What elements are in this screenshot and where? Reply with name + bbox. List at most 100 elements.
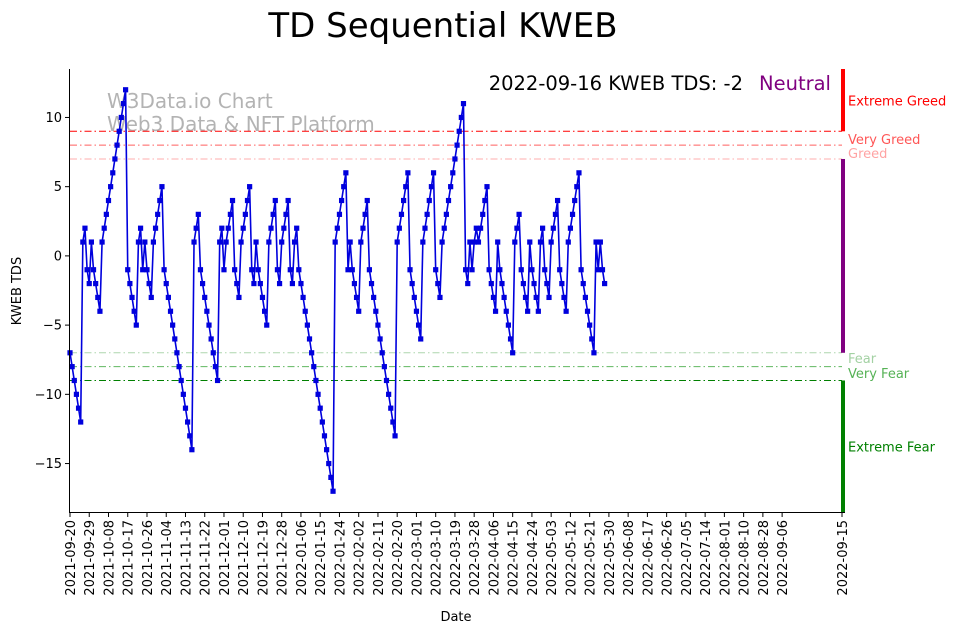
- series-point: [401, 197, 407, 204]
- series-point: [353, 294, 360, 301]
- series-point: [306, 336, 313, 342]
- x-ticks: 2021-09-20 2021-09-29 2021-10-08 2021-10-17…: [64, 513, 851, 596]
- series-point: [471, 239, 477, 245]
- series-point: [463, 267, 469, 273]
- series-point: [120, 101, 127, 107]
- series-point: [563, 308, 569, 314]
- x-tick-label: 2021-10-08: [102, 520, 117, 596]
- series-point: [129, 294, 135, 301]
- series-point: [328, 474, 334, 480]
- series-point: [345, 267, 351, 273]
- series-point: [475, 239, 482, 245]
- series-point: [80, 239, 86, 245]
- series-point: [460, 101, 467, 107]
- series-point: [99, 239, 105, 245]
- series-point: [477, 225, 484, 231]
- series-point: [289, 280, 296, 287]
- series-point: [199, 280, 206, 287]
- zone-label-fear: Fear: [848, 352, 877, 367]
- series-point: [366, 267, 372, 273]
- series-point: [69, 364, 75, 370]
- zone-bar-segment-2: [841, 380, 845, 512]
- series-point: [152, 225, 159, 231]
- series-point: [202, 294, 208, 301]
- series-point: [264, 322, 270, 328]
- series-point: [161, 267, 167, 273]
- series-point: [492, 308, 499, 314]
- series-point: [433, 267, 439, 273]
- series-point: [520, 280, 526, 287]
- series-point: [326, 460, 332, 467]
- series-point: [450, 170, 456, 176]
- x-tick-label: 2021-12-01: [218, 520, 233, 596]
- x-tick-label: 2022-01-15: [314, 520, 329, 596]
- series-point: [191, 239, 197, 245]
- series-point: [533, 294, 539, 301]
- series-point: [574, 184, 580, 190]
- series-point: [118, 114, 124, 121]
- zone-label-extreme-fear: Extreme Fear: [848, 440, 936, 455]
- series-point: [114, 142, 120, 148]
- series-point: [317, 405, 323, 411]
- zone-label-very-greed: Very Greed: [848, 133, 920, 148]
- series-point: [531, 280, 537, 287]
- series-point: [336, 211, 343, 217]
- series-point: [409, 280, 415, 287]
- series-point: [358, 239, 364, 245]
- series-point: [247, 184, 253, 190]
- series-point: [486, 267, 492, 273]
- series-point: [535, 308, 541, 314]
- series-point: [257, 280, 263, 287]
- series-point: [268, 225, 274, 231]
- x-tick-label: 2022-02-02: [353, 520, 368, 596]
- x-tick-label: 2022-09-06: [776, 520, 791, 596]
- series-point: [415, 322, 422, 328]
- series-point: [131, 308, 137, 314]
- chart-title: TD Sequential KWEB: [267, 6, 617, 46]
- series-point: [572, 197, 578, 204]
- series-point: [454, 142, 460, 148]
- series-point: [163, 280, 169, 287]
- series-point: [411, 294, 417, 301]
- x-tick-label: 2022-07-05: [680, 520, 695, 596]
- series-point: [82, 225, 88, 231]
- series-point: [580, 280, 586, 287]
- series-point: [529, 267, 535, 273]
- series-point: [424, 211, 430, 217]
- y-tick-label: −10: [35, 388, 62, 403]
- series-point: [550, 225, 556, 231]
- series-point: [557, 267, 563, 273]
- series-point: [356, 308, 362, 314]
- series-point: [599, 267, 606, 273]
- series-point: [90, 267, 97, 273]
- y-tick-label: −15: [35, 457, 62, 472]
- series-point: [514, 225, 520, 231]
- x-tick-label: 2021-09-20: [64, 520, 79, 596]
- series-point: [291, 239, 298, 245]
- series-point: [482, 197, 488, 204]
- x-tick-label: 2022-01-06: [295, 520, 310, 596]
- series-point: [405, 170, 411, 176]
- zone-label-greed: Greed: [848, 147, 887, 162]
- series-point: [324, 447, 330, 453]
- x-tick-label: 2022-03-28: [468, 520, 483, 596]
- series-point: [469, 267, 475, 273]
- x-tick-label: 2022-06-08: [622, 520, 637, 596]
- series-point: [341, 184, 347, 190]
- series-point: [490, 294, 497, 301]
- series-point: [527, 239, 533, 245]
- x-tick-label: 2022-06-17: [641, 520, 656, 596]
- series-point: [304, 322, 310, 328]
- series-point: [266, 239, 272, 245]
- series-point: [75, 405, 82, 411]
- series-point: [422, 225, 428, 231]
- series-point: [554, 197, 561, 204]
- series-point: [71, 377, 77, 384]
- series-point: [146, 280, 152, 287]
- series-point: [159, 184, 165, 190]
- series-point: [259, 294, 266, 301]
- series-point: [542, 267, 548, 273]
- watermark-line-1: W3Data.io Chart: [107, 89, 273, 113]
- series-point: [430, 170, 437, 176]
- series-point: [548, 239, 554, 245]
